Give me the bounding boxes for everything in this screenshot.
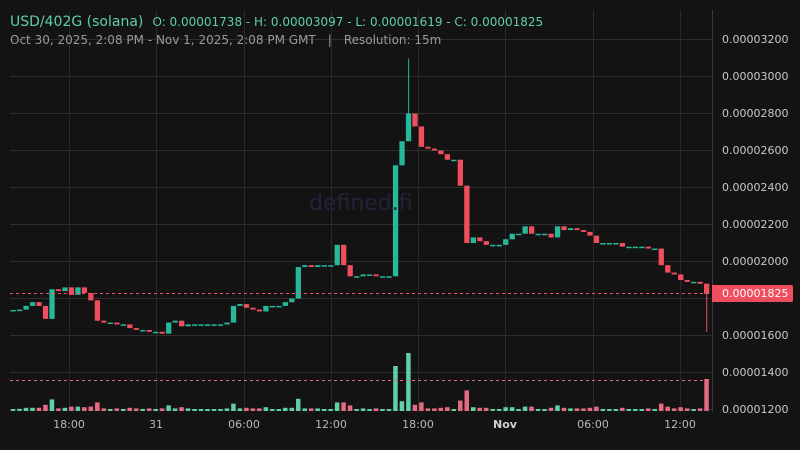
price-axis-label: 0.00002600 — [722, 144, 789, 157]
time-axis-label: 06:00 — [577, 418, 609, 431]
time-axis-label: 12:00 — [664, 418, 696, 431]
date-range: Oct 30, 2025, 2:08 PM - Nov 1, 2025, 2:0… — [10, 33, 316, 47]
price-axis-label: 0.00002200 — [722, 218, 789, 231]
price-axis-label: 0.00002400 — [722, 181, 789, 194]
price-axis-label: 0.00003000 — [722, 70, 789, 83]
grid-lines — [10, 10, 712, 412]
price-axis-label: 0.00001600 — [722, 329, 789, 342]
time-axis-label: 12:00 — [315, 418, 347, 431]
volume-bars — [10, 353, 709, 411]
chart-subheader: Oct 30, 2025, 2:08 PM - Nov 1, 2025, 2:0… — [10, 33, 441, 47]
ohlc-values: O: 0.00001738 - H: 0.00003097 - L: 0.000… — [152, 15, 544, 29]
resolution[interactable]: Resolution: 15m — [343, 33, 442, 47]
time-axis-label: 18:00 — [402, 418, 434, 431]
separator: | — [327, 33, 332, 47]
last-price-tag: 0.00001825 — [712, 285, 793, 302]
time-axis-label: 06:00 — [228, 418, 260, 431]
candlesticks — [10, 58, 710, 334]
time-axis-label: 31 — [149, 418, 163, 431]
price-axis-label: 0.00001200 — [722, 403, 789, 416]
time-axis-label: 18:00 — [53, 418, 85, 431]
price-axis-label: 0.00001400 — [722, 366, 789, 379]
chart-header: USD/402G (solana) O: 0.00001738 - H: 0.0… — [10, 11, 543, 30]
watermark: defined.fi — [309, 191, 413, 216]
price-axis-label: 0.00002800 — [722, 107, 789, 120]
time-axis-label: Nov — [493, 418, 517, 431]
pair-name: USD/402G (solana) — [10, 14, 144, 30]
price-axis-label: 0.00002000 — [722, 255, 789, 268]
price-axis-label: 0.00003200 — [722, 33, 789, 46]
